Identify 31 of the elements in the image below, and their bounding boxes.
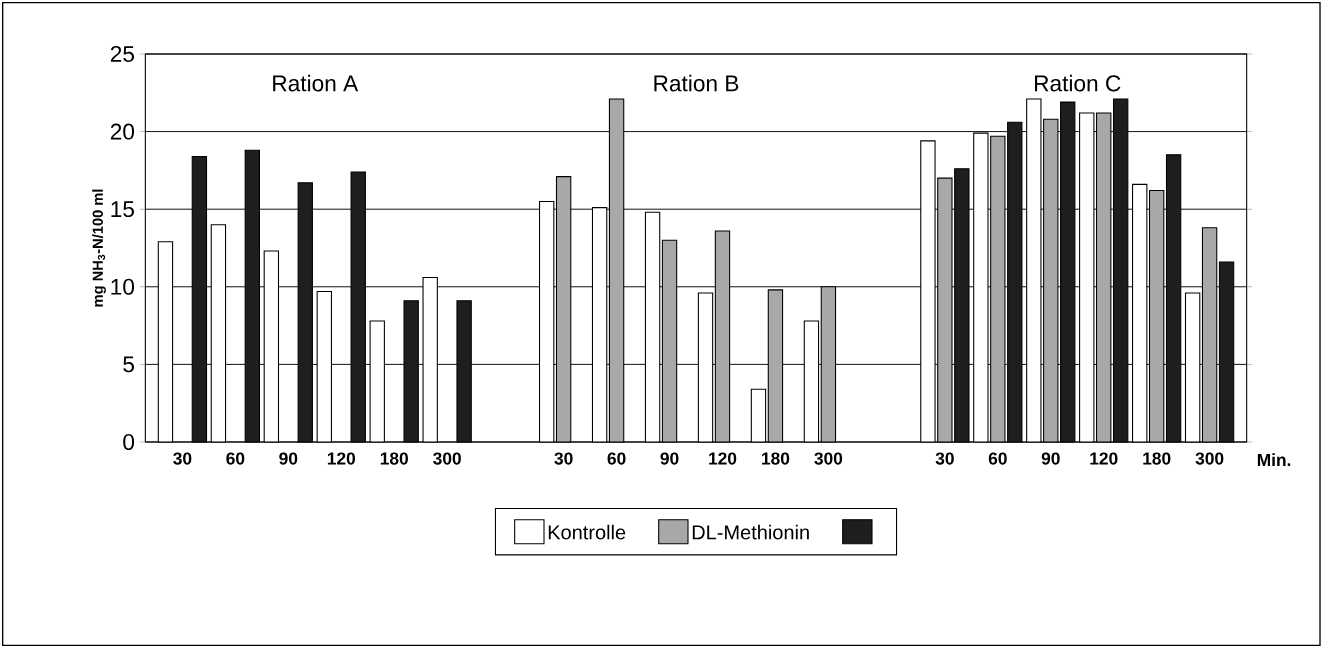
x-tick-label: 120: [327, 452, 355, 465]
x-tick-label: 120: [1090, 452, 1118, 465]
y-tick-label: 15: [111, 201, 134, 218]
x-tick-label: 120: [709, 452, 737, 465]
x-tick-label: 180: [380, 452, 408, 465]
annotation: Ration C: [1035, 74, 1121, 92]
x-tick-label: 300: [814, 452, 843, 465]
y-axis-title: mg NH$_{3}$-N/100 ml: [92, 189, 106, 307]
x-tick-label: 300: [433, 452, 461, 465]
y-tick-label: 25: [110, 45, 134, 63]
x-tick-label: 30: [173, 452, 192, 465]
y-tick-label: 10: [111, 278, 135, 295]
x-tick-label: 180: [762, 452, 790, 465]
x-tick-label: 60: [607, 452, 626, 465]
x-tick-label: 90: [660, 452, 679, 465]
x-tick-label: 180: [1143, 452, 1171, 465]
x-axis-title: Min.: [1257, 453, 1291, 466]
y-tick-label: 20: [110, 123, 135, 140]
x-tick-label: 60: [226, 452, 245, 465]
x-tick-label: 60: [988, 452, 1007, 465]
annotation: Ration B: [654, 74, 739, 92]
y-tick-label: 5: [123, 356, 134, 373]
x-tick-label: 90: [279, 452, 298, 465]
x-tick-label: 300: [1195, 452, 1224, 465]
x-tick-label: 90: [1041, 452, 1060, 465]
annotation: Ration A: [273, 74, 359, 92]
x-tick-label: 30: [554, 452, 573, 465]
legend-label: Kontrolle: [548, 524, 626, 540]
legend-label: DL-Methionin: [692, 524, 809, 540]
y-tick-label: 0: [123, 433, 135, 451]
x-tick-label: 30: [935, 452, 954, 465]
